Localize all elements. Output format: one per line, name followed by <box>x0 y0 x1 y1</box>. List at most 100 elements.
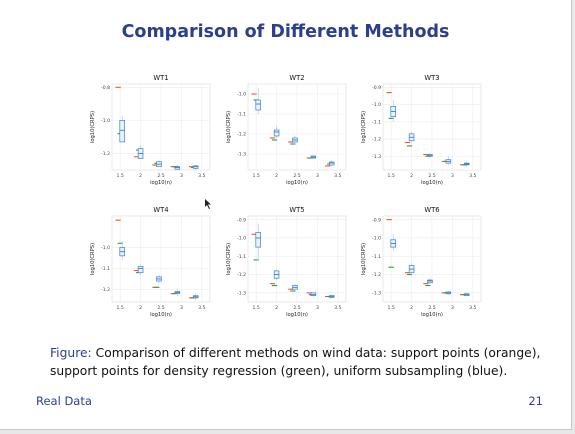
y-tick-label: -1.3 <box>372 154 381 160</box>
y-tick-label: -1.2 <box>101 151 110 157</box>
y-axis-label: log10(CRPS) <box>361 111 367 143</box>
y-axis-label: log10(CRPS) <box>90 243 96 275</box>
x-tick-label: 1.5 <box>388 173 395 179</box>
chart-panel-wt4: 1.5 2 2.5 3 3.5 -1.0 -1.1 -1.2 WT4 log10(n) log10(… <box>82 202 218 334</box>
box-mark <box>427 152 433 158</box>
x-tick-label: 1.5 <box>117 173 124 179</box>
box-mark <box>192 165 199 170</box>
x-tick-label: 2 <box>275 173 278 179</box>
y-tick-label: -1.0 <box>101 118 110 124</box>
mouse-cursor-icon <box>205 194 213 213</box>
chart-panel-wt6: 1.5 2 2.5 3 3.5 -0.9 -1.0 -1.1 -1.2 -1.3 WT6 log10(… <box>353 202 489 334</box>
y-axis-label: log10(CRPS) <box>90 111 96 143</box>
x-tick-label: 3.5 <box>469 173 476 179</box>
chart-panel-wt2: 1.5 2 2.5 3 3.5 -1.0 -1.1 -1.2 -1.3 WT2 log10(n) lo… <box>218 70 354 202</box>
chart-svg: 1.5 2 2.5 3 3.5 -0.9 -1.0 -1.1 -1.2 -1.3 WT5 log10(… <box>226 206 347 318</box>
y-tick-label: -0.9 <box>372 85 381 91</box>
box-body <box>255 232 261 248</box>
box-mark <box>156 160 162 168</box>
box-mark <box>408 263 415 275</box>
y-tick-label: -0.9 <box>237 217 246 223</box>
y-tick-label: -1.1 <box>237 254 246 260</box>
chart-svg: 1.5 2 2.5 3 3.5 -1.0 -1.1 -1.2 -1.3 WT2 log10(n) lo… <box>226 74 347 186</box>
x-tick-label: 2.5 <box>428 173 435 179</box>
box-body <box>273 129 280 137</box>
x-tick-label: 2.5 <box>157 173 164 179</box>
box-body <box>137 265 144 273</box>
chart-title: WT2 <box>289 74 304 82</box>
chart-title: WT1 <box>153 74 168 82</box>
box-body <box>255 99 261 111</box>
y-tick-label: -1.1 <box>372 254 381 260</box>
box-mark <box>427 278 433 284</box>
box-body <box>328 161 335 166</box>
chart-title: WT5 <box>289 206 304 214</box>
box-mark <box>174 165 181 170</box>
x-tick-label: 3.5 <box>198 305 205 311</box>
x-tick-label: 2 <box>410 305 413 311</box>
box-mark <box>390 234 396 251</box>
page-number: 21 <box>528 394 543 408</box>
box-mark <box>255 223 261 260</box>
y-tick-label: -1.1 <box>101 266 110 272</box>
box-body <box>310 292 317 296</box>
x-tick-label: 2 <box>275 305 278 311</box>
box-mark <box>445 156 452 165</box>
box-mark <box>119 241 125 261</box>
box-mark <box>445 291 452 295</box>
box-mark <box>328 294 335 299</box>
y-tick-label: -0.9 <box>372 217 381 223</box>
x-tick-label: 3.5 <box>334 173 341 179</box>
x-axis-label: log10(n) <box>286 312 308 318</box>
chart-title: WT4 <box>153 206 168 214</box>
x-tick-label: 3.5 <box>198 173 205 179</box>
y-tick-label: -1.0 <box>101 245 110 251</box>
x-tick-label: 2 <box>410 173 413 179</box>
y-tick-label: -1.2 <box>372 272 381 278</box>
x-tick-label: 2 <box>139 173 142 179</box>
y-axis-label: log10(CRPS) <box>226 111 232 143</box>
x-tick-label: 2.5 <box>428 305 435 311</box>
chart-title: WT3 <box>424 74 439 82</box>
x-tick-label: 3 <box>316 305 319 311</box>
y-tick-label: -1.0 <box>372 236 381 242</box>
box-mark <box>192 293 199 300</box>
box-mark <box>310 292 317 297</box>
box-body <box>427 279 433 284</box>
caption-text: Comparison of different methods on wind … <box>50 346 541 378</box>
x-axis-label: log10(n) <box>286 180 308 186</box>
y-tick-label: -1.0 <box>237 236 246 242</box>
footer-section-title: Real Data <box>36 394 92 408</box>
box-mark <box>408 132 415 143</box>
chart-panel-wt5: 1.5 2 2.5 3 3.5 -0.9 -1.0 -1.1 -1.2 -1.3 WT5 log10(… <box>218 202 354 334</box>
chart-svg: 1.5 2 2.5 3 3.5 -1.0 -1.1 -1.2 WT4 log10(n) log10(… <box>90 206 211 318</box>
box-mark <box>273 126 280 138</box>
chart-title: WT6 <box>424 206 439 214</box>
y-tick-label: -1.0 <box>372 102 381 108</box>
x-tick-label: 2.5 <box>293 305 300 311</box>
y-tick-label: -0.8 <box>101 85 110 91</box>
y-tick-label: -1.2 <box>237 132 246 138</box>
chart-panel-wt1: 1.5 2 2.5 3 3.5 -0.8 -1.0 -1.2 WT1 log10(n) log10(… <box>82 70 218 202</box>
x-tick-label: 2.5 <box>293 173 300 179</box>
box-mark <box>137 264 144 275</box>
y-tick-label: -1.2 <box>237 272 246 278</box>
x-axis-label: log10(n) <box>421 180 443 186</box>
x-tick-label: 1.5 <box>253 305 260 311</box>
box-mark <box>273 269 280 281</box>
y-axis-label: log10(CRPS) <box>226 243 232 275</box>
box-mark <box>463 161 470 167</box>
y-tick-label: -1.2 <box>372 137 381 143</box>
box-mark <box>137 145 144 159</box>
box-body <box>119 120 125 143</box>
x-tick-label: 2 <box>139 305 142 311</box>
box-mark <box>156 274 162 284</box>
box-mark <box>328 160 335 166</box>
x-tick-label: 2.5 <box>157 305 164 311</box>
x-axis-label: log10(n) <box>421 312 443 318</box>
x-axis-label: log10(n) <box>150 180 172 186</box>
chart-svg: 1.5 2 2.5 3 3.5 -0.9 -1.0 -1.1 -1.2 -1.3 WT3 log10(… <box>361 74 482 186</box>
chart-panel-wt3: 1.5 2 2.5 3 3.5 -0.9 -1.0 -1.1 -1.2 -1.3 WT3 log10(… <box>353 70 489 202</box>
x-tick-label: 3.5 <box>334 305 341 311</box>
